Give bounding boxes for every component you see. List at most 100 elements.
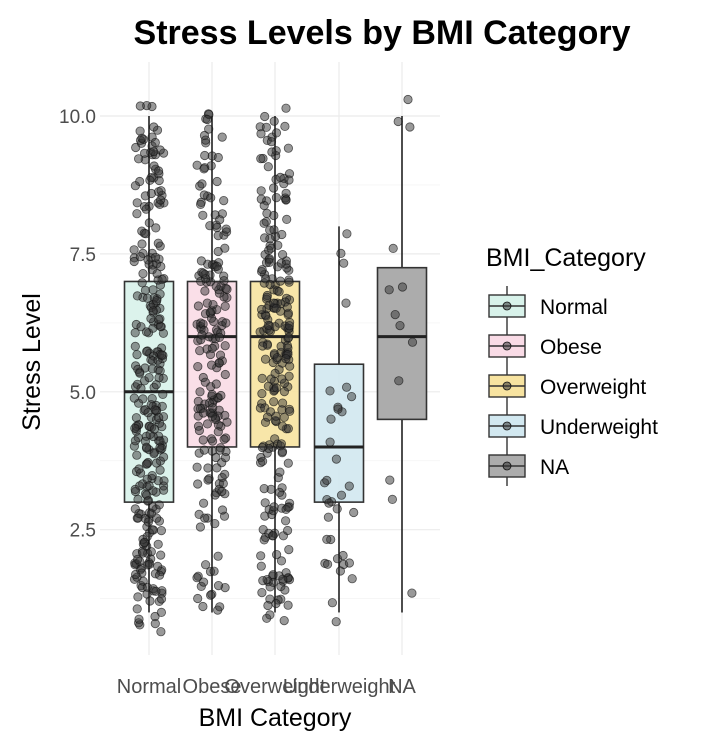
data-point — [260, 111, 270, 122]
data-point — [256, 154, 266, 164]
data-point — [395, 320, 405, 331]
data-point — [193, 593, 203, 604]
data-point — [220, 469, 230, 479]
data-point — [257, 265, 267, 275]
data-point — [256, 304, 267, 315]
legend-label: Normal — [540, 296, 608, 319]
data-point — [130, 436, 140, 446]
legend-label: Obese — [540, 336, 602, 359]
data-point — [257, 388, 267, 399]
data-point — [137, 239, 147, 249]
data-point — [284, 544, 294, 555]
y-axis-ticks: 2.5 5.0 7.5 10.0 — [59, 107, 96, 542]
data-point — [195, 387, 205, 397]
data-point — [346, 391, 357, 402]
data-point — [156, 594, 167, 604]
data-point — [216, 390, 226, 401]
x-tick-label: Obese — [183, 676, 242, 698]
data-point — [156, 607, 166, 618]
data-point — [203, 463, 213, 473]
data-point — [152, 269, 162, 279]
data-point — [132, 604, 142, 614]
data-point — [269, 225, 279, 235]
data-point — [277, 448, 287, 458]
data-point — [217, 132, 227, 142]
data-point — [211, 452, 221, 463]
legend-label: Overweight — [540, 376, 646, 399]
data-point — [130, 328, 140, 338]
data-point — [199, 445, 209, 455]
data-point — [275, 276, 285, 286]
data-point — [200, 150, 210, 161]
data-point — [197, 330, 207, 340]
data-point — [284, 321, 294, 331]
data-point — [342, 229, 352, 239]
data-point — [407, 337, 418, 347]
data-point — [257, 456, 268, 466]
data-point — [390, 309, 400, 320]
data-point — [219, 276, 229, 286]
data-point — [136, 383, 146, 393]
data-point — [143, 517, 153, 527]
data-point — [326, 414, 336, 424]
data-point — [405, 122, 415, 132]
data-point — [280, 585, 290, 595]
data-point — [397, 282, 408, 292]
data-point — [215, 350, 226, 360]
y-axis-title: Stress Level — [18, 293, 46, 431]
data-point — [285, 406, 295, 416]
data-point — [221, 224, 231, 234]
data-point — [341, 298, 351, 308]
data-point — [339, 258, 349, 268]
x-tick-label: Overweight — [224, 676, 326, 698]
data-point — [201, 560, 211, 570]
data-point — [282, 525, 293, 536]
data-point — [151, 380, 161, 390]
data-point — [260, 354, 271, 364]
data-point — [194, 509, 204, 520]
y-tick-label: 2.5 — [70, 521, 96, 542]
data-point — [146, 547, 156, 557]
data-point — [222, 284, 232, 294]
data-point — [203, 475, 213, 485]
data-point — [131, 413, 141, 423]
data-point — [217, 486, 227, 497]
data-point — [213, 551, 223, 561]
data-point — [277, 250, 288, 260]
data-point — [271, 383, 282, 393]
data-point — [149, 448, 159, 459]
data-point — [213, 580, 224, 591]
data-point — [144, 559, 155, 569]
data-point — [200, 286, 210, 296]
data-point — [283, 600, 293, 610]
y-tick-label: 5.0 — [70, 383, 96, 404]
legend-key-point — [502, 461, 512, 471]
data-point — [281, 259, 291, 269]
data-point — [198, 268, 208, 278]
data-point — [262, 208, 272, 218]
data-point — [219, 196, 229, 206]
data-point — [265, 610, 275, 620]
data-point — [211, 281, 221, 291]
data-point — [134, 464, 144, 474]
data-point — [148, 323, 158, 333]
data-point — [129, 256, 139, 267]
data-point — [142, 459, 152, 469]
data-point — [135, 368, 145, 378]
data-point — [257, 373, 267, 383]
legend-item-underweight: Underweight — [488, 406, 658, 446]
y-tick-label: 10.0 — [59, 107, 96, 128]
data-point — [149, 424, 159, 434]
data-point — [195, 522, 205, 532]
data-point — [141, 204, 151, 214]
data-point — [221, 318, 231, 328]
data-point — [154, 412, 164, 423]
data-point — [130, 423, 140, 433]
data-point — [325, 437, 335, 447]
data-point — [335, 566, 345, 576]
legend-title: BMI_Category — [486, 244, 646, 272]
data-point — [196, 199, 206, 209]
data-point — [130, 504, 140, 514]
data-point — [285, 361, 295, 371]
data-point — [207, 389, 217, 400]
